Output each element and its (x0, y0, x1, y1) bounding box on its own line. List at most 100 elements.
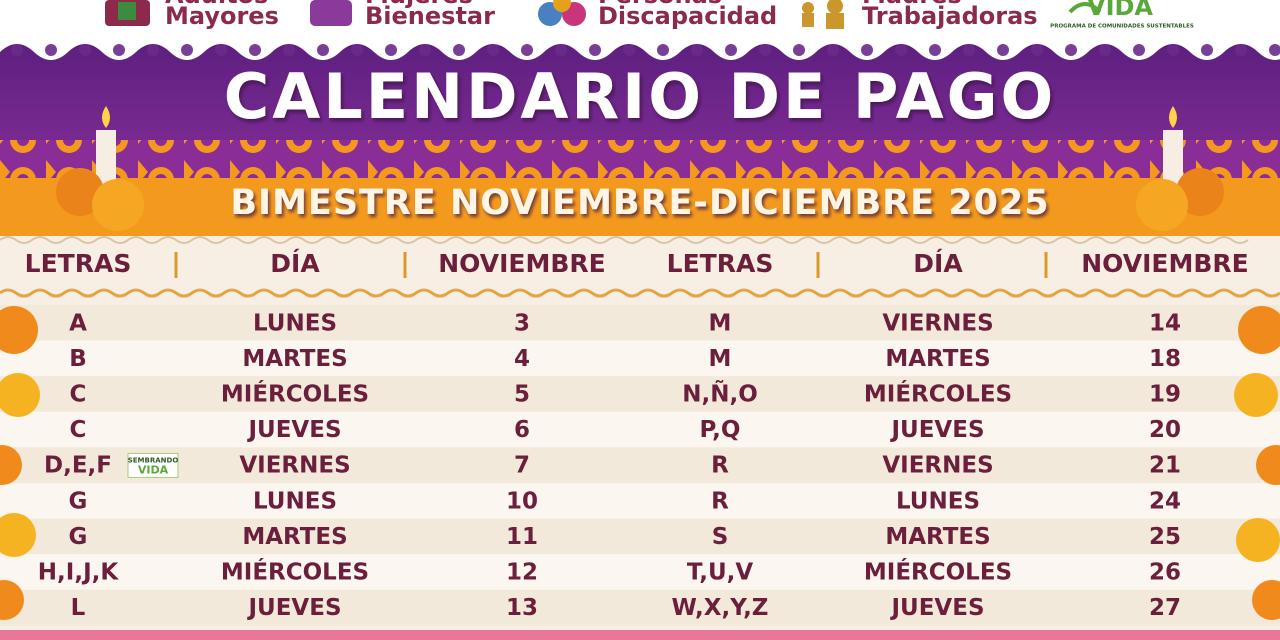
table-cell: 26 (1149, 560, 1181, 586)
row-background (0, 518, 1280, 555)
table-cell: MIÉRCOLES (864, 558, 1012, 586)
table-cell: R (711, 453, 729, 479)
table-cell: JUEVES (889, 417, 984, 443)
row-background (0, 411, 1280, 448)
table-cell: W,X,Y,Z (672, 595, 769, 621)
table-cell: C (70, 382, 87, 408)
header-cell: DÍA (270, 249, 320, 278)
decor-marigolds (0, 306, 1280, 620)
table-cell: 27 (1149, 595, 1181, 621)
header-cell: NOVIEMBRE (438, 249, 606, 278)
title: CALENDARIO DE PAGO (224, 60, 1057, 133)
bottom-border (0, 630, 1280, 640)
table-cell: 3 (514, 310, 530, 336)
table-cell: MARTES (885, 524, 990, 550)
table-cell: 21 (1149, 453, 1181, 479)
logo-line1: Madres (862, 0, 962, 9)
table-cell: VIERNES (239, 453, 350, 479)
table-cell: 14 (1149, 310, 1181, 336)
table-cell: MIÉRCOLES (221, 380, 369, 408)
table-cell: A (69, 310, 87, 336)
table-cell: H,I,J,K (38, 560, 120, 586)
row-background (0, 340, 1280, 377)
table-cell: 18 (1149, 346, 1181, 372)
table-cell: 12 (506, 560, 538, 586)
table-cell: 20 (1149, 417, 1181, 443)
row-background (0, 447, 1280, 483)
table-cell: JUEVES (246, 417, 341, 443)
table-cell: 6 (514, 417, 530, 443)
logo-line1: Personas (598, 0, 722, 9)
table-cell: 19 (1149, 382, 1181, 408)
wave-divider (0, 288, 1280, 298)
logo-texts: AdultosMayores MujeresBienestar PersonasDi… (165, 0, 1038, 30)
table-cell: MIÉRCOLES (864, 380, 1012, 408)
header-cell: LETRAS (25, 249, 132, 278)
header-separator (403, 252, 407, 278)
table-cell: MARTES (885, 346, 990, 372)
header-cell: LETRAS (667, 249, 774, 278)
table: LETRAS DÍA NOVIEMBRE LETRAS DÍA NOVIEMBRE A LUN… (0, 249, 1280, 626)
table-cell: MARTES (242, 346, 347, 372)
logo-line1: Adultos (165, 0, 268, 9)
header-separator (1044, 252, 1048, 278)
logo-line2: Bienestar (365, 2, 495, 30)
table-cell: G (69, 524, 88, 550)
table-cell: 25 (1149, 524, 1181, 550)
table-cell: 24 (1149, 488, 1181, 514)
header-separator (816, 252, 820, 278)
papel-picado (0, 140, 1280, 180)
table-cell: 11 (506, 524, 538, 550)
badge-box (127, 452, 179, 478)
row-background (0, 554, 1280, 590)
table-cell: MARTES (242, 524, 347, 550)
table-cell: P,Q (700, 417, 741, 443)
row-background (0, 305, 1280, 341)
table-cell: C (70, 417, 87, 443)
table-cell: JUEVES (889, 595, 984, 621)
logo-line1: Mujeres (365, 0, 473, 9)
logo-line2: Trabajadoras (862, 2, 1038, 30)
subtitle-band (0, 178, 1280, 236)
table-cell: MIÉRCOLES (221, 558, 369, 586)
header-separator (174, 252, 178, 278)
logo-line2: Mayores (165, 2, 279, 30)
table-cell: 7 (514, 453, 530, 479)
header-cell: NOVIEMBRE (1081, 249, 1249, 278)
table-cell: N,Ñ,O (682, 380, 758, 408)
table-cell: M (709, 346, 732, 372)
row-background (0, 589, 1280, 626)
subtitle: BIMESTRE NOVIEMBRE-DICIEMBRE 2025 (230, 183, 1049, 223)
header-cell: DÍA (913, 249, 963, 278)
logo-line2: Discapacidad (598, 2, 777, 30)
table-cell: S (712, 524, 729, 550)
table-cell: D,E,F (44, 453, 112, 479)
table-cell: M (709, 310, 732, 336)
row-background (0, 483, 1280, 519)
table-cell: JUEVES (246, 595, 341, 621)
dot-border (0, 38, 1280, 56)
row-background (0, 376, 1280, 412)
table-cell: 13 (506, 595, 538, 621)
table-cell: 4 (514, 346, 530, 372)
badge-line2: VIDA (138, 463, 169, 476)
table-cell: LUNES (253, 488, 337, 514)
table-cell: T,U,V (687, 560, 754, 586)
badge-line1: SEMBRANDO (128, 456, 179, 464)
decor-candles (56, 106, 1224, 231)
table-cell: L (71, 595, 86, 621)
table-cell: 10 (506, 488, 538, 514)
logo-icons (105, 0, 1102, 29)
table-cell: G (69, 488, 88, 514)
vida-caption: PROGRAMA DE COMUNIDADES SUSTENTABLES (1050, 24, 1194, 30)
wave-top (0, 236, 1249, 244)
vida-logo: VIDA (1087, 0, 1153, 21)
table-cell: B (69, 346, 87, 372)
table-cell: LUNES (896, 488, 980, 514)
table-cell: VIERNES (882, 310, 993, 336)
table-cell: R (711, 488, 729, 514)
table-cell: 5 (514, 382, 530, 408)
table-cell: LUNES (253, 310, 337, 336)
